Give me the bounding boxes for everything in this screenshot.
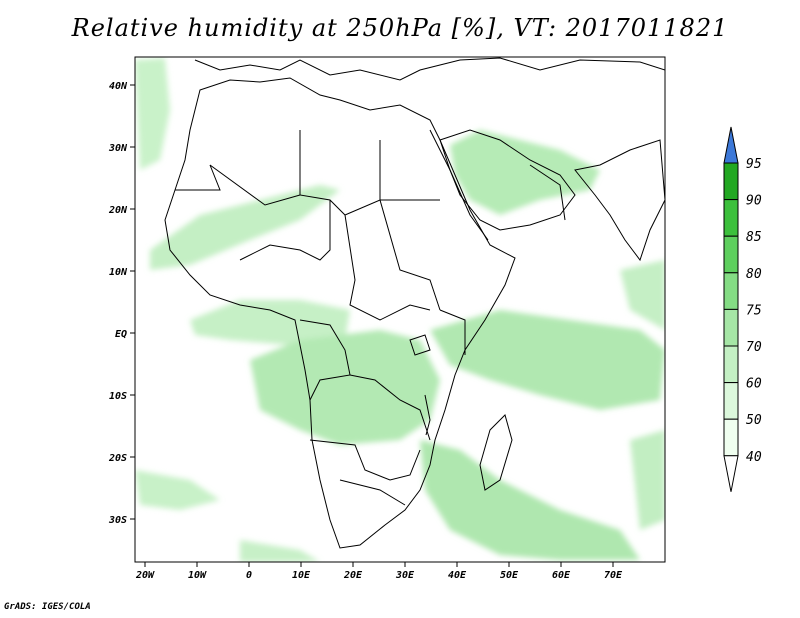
border-4 xyxy=(379,140,441,311)
humidity-sw xyxy=(240,540,320,562)
lon-tick-label: 30E xyxy=(395,570,415,581)
colorbar-label: 50 xyxy=(746,413,762,428)
lat-tick-label: 30N xyxy=(108,143,128,154)
colorbar-label: 40 xyxy=(746,450,762,465)
humidity-sahara-band xyxy=(150,185,340,270)
border-3 xyxy=(239,200,331,261)
lon-tick-label: 10E xyxy=(292,570,311,581)
humidity-far-east xyxy=(630,430,665,530)
border-5 xyxy=(344,214,431,321)
lon-tick-label: 0 xyxy=(246,570,252,581)
colorbar-bottom-arrow xyxy=(723,455,739,492)
border-12 xyxy=(175,164,221,191)
colorbar-label: 95 xyxy=(746,157,762,172)
latitude-axis: 40N 30N 20N 10N EQ 10S 20S 30S xyxy=(108,81,135,526)
red-sea xyxy=(429,129,489,241)
colorbar-segment xyxy=(723,235,739,274)
humidity-east-right xyxy=(620,260,665,330)
border-1 xyxy=(299,130,440,216)
humidity-south-east xyxy=(420,440,640,560)
colorbar-label: 70 xyxy=(746,340,762,355)
colorbar-segment xyxy=(723,162,739,201)
border-9 xyxy=(339,479,406,506)
lat-tick-label: EQ xyxy=(115,329,127,340)
lat-tick-label: 10N xyxy=(109,267,128,278)
colorbar-segment xyxy=(723,308,739,347)
colorbar-label: 80 xyxy=(746,267,762,282)
madagascar xyxy=(479,414,513,491)
plot-frame xyxy=(134,56,666,563)
humidity-atlantic-east xyxy=(135,58,170,170)
lon-tick-label: 20E xyxy=(343,570,363,581)
lat-tick-label: 30S xyxy=(108,515,127,526)
humidity-field xyxy=(135,58,665,562)
lon-tick-label: 10W xyxy=(188,570,207,581)
humidity-south-atlantic xyxy=(135,470,220,510)
arabia-outline xyxy=(439,129,576,231)
colorbar-label: 60 xyxy=(746,377,762,392)
lake-victoria xyxy=(409,334,431,356)
lake-malawi xyxy=(424,394,431,436)
colorbar-segment xyxy=(723,272,739,310)
africa-outline xyxy=(164,77,516,549)
border-7 xyxy=(349,374,431,441)
colorbar: 40 50 60 70 75 80 85 90 95 xyxy=(723,126,762,492)
longitude-axis: 20W 10W 0 10E 20E 30E 40E 50E 60E 70E xyxy=(135,562,623,581)
europe-coast xyxy=(194,57,665,81)
humidity-indian-ocean xyxy=(430,310,665,410)
border-2 xyxy=(209,164,301,206)
map-title: Relative humidity at 250hPa [%], VT: 201… xyxy=(71,14,729,42)
colorbar-label: 90 xyxy=(746,194,762,209)
colorbar-segment xyxy=(723,345,739,384)
border-11 xyxy=(529,164,566,221)
india-outline xyxy=(574,139,665,262)
lat-tick-label: 20S xyxy=(108,453,127,464)
grads-credit: GrADS: IGES/COLA xyxy=(4,602,91,612)
lat-tick-label: 20N xyxy=(108,205,128,216)
lon-tick-label: 70E xyxy=(604,570,623,581)
colorbar-segment xyxy=(723,199,739,237)
colorbar-segment xyxy=(723,418,739,457)
colorbar-top-arrow xyxy=(723,126,739,164)
coastlines xyxy=(164,57,665,549)
lon-tick-label: 20W xyxy=(135,570,155,581)
lon-tick-label: 40E xyxy=(448,570,467,581)
lat-tick-label: 10S xyxy=(109,391,127,402)
colorbar-label: 85 xyxy=(746,230,762,245)
humidity-arabia xyxy=(450,130,600,215)
humidity-congo xyxy=(250,330,440,445)
border-6 xyxy=(299,319,351,401)
lat-tick-label: 40N xyxy=(109,81,128,92)
lon-tick-label: 50E xyxy=(500,570,519,581)
border-10 xyxy=(439,309,466,355)
colorbar-label: 75 xyxy=(746,303,762,318)
colorbar-segment xyxy=(723,382,739,420)
lon-tick-label: 60E xyxy=(552,570,571,581)
border-8 xyxy=(309,439,421,481)
humidity-guinea xyxy=(190,300,350,345)
